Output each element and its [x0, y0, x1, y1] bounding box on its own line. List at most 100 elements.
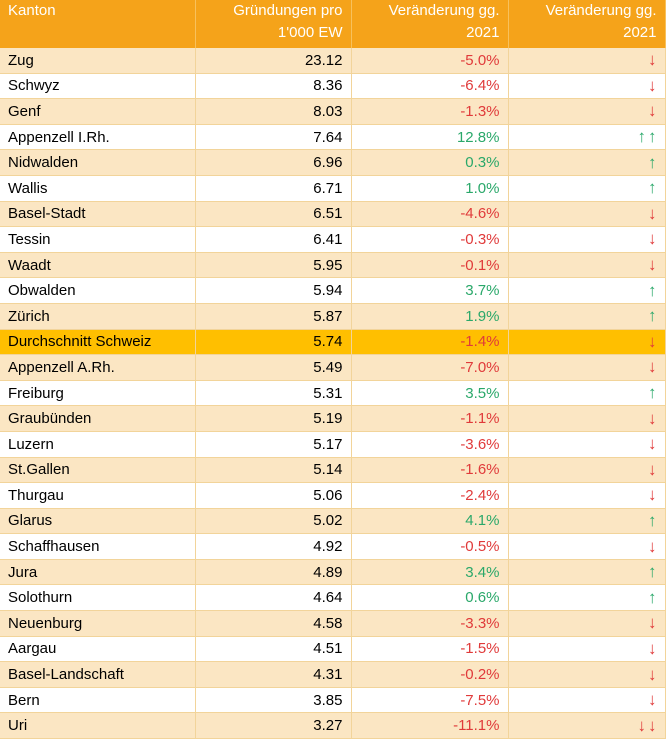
table-row: Zürich 5.87 1.9% ↑ [0, 303, 666, 330]
gruendungen-cell: 5.14 [195, 457, 352, 484]
header-veraenderung: Veränderung gg. 2021 [351, 0, 509, 48]
arrow-down-icon: ↓ [508, 98, 666, 125]
change-cell: -5.0% [351, 48, 509, 74]
kanton-cell: Zürich [0, 303, 196, 330]
table-row: Bern 3.85 -7.5% ↓ [0, 687, 666, 714]
gruendungen-cell: 4.64 [195, 584, 352, 612]
kanton-cell: Neuenburg [0, 610, 196, 637]
gruendungen-cell: 5.17 [195, 431, 352, 458]
change-cell: -11.1% [351, 712, 509, 740]
arrow-down-icon: ↓ [508, 661, 666, 688]
change-cell: -3.3% [351, 610, 509, 637]
arrow-up-icon: ↑ [508, 277, 666, 304]
arrow-up-icon: ↑ [508, 175, 666, 202]
gruendungen-cell: 8.03 [195, 98, 352, 125]
arrow-down-icon: ↓ [508, 457, 666, 484]
arrow-up-icon: ↑ [508, 380, 666, 407]
kanton-cell: Obwalden [0, 277, 196, 304]
gruendungen-cell: 4.89 [195, 559, 352, 586]
gruendungen-cell: 5.02 [195, 508, 352, 535]
kanton-cell: Solothurn [0, 584, 196, 612]
gruendungen-cell: 5.94 [195, 277, 352, 304]
kanton-cell: Tessin [0, 226, 196, 253]
kanton-cell: Aargau [0, 636, 196, 663]
table-row: Obwalden 5.94 3.7% ↑ [0, 277, 666, 304]
table-row: Waadt 5.95 -0.1% ↓ [0, 252, 666, 279]
change-cell: -1.3% [351, 98, 509, 125]
change-cell: -1.1% [351, 405, 509, 432]
arrow-up-icon: ↑↑ [508, 124, 666, 151]
gruendungen-cell: 6.71 [195, 175, 352, 202]
table-body: Zug 23.12 -5.0% ↓ Schwyz 8.36 -6.4% ↓ Genf 8.03 -1… [0, 48, 666, 740]
kanton-cell: Graubünden [0, 405, 196, 432]
kanton-cell: Wallis [0, 175, 196, 202]
kanton-cell: Schaffhausen [0, 533, 196, 560]
arrow-down-icon: ↓ [508, 354, 666, 381]
table-row: Neuenburg 4.58 -3.3% ↓ [0, 610, 666, 637]
arrow-down-icon: ↓ [508, 405, 666, 432]
kanton-cell: Jura [0, 559, 196, 586]
arrow-down-icon: ↓ [508, 431, 666, 458]
arrow-down-icon: ↓ [508, 73, 666, 100]
kanton-cell: Basel-Stadt [0, 201, 196, 228]
arrow-down-icon: ↓ [508, 687, 666, 714]
kanton-cell: Uri [0, 712, 196, 740]
table-row: Luzern 5.17 -3.6% ↓ [0, 431, 666, 458]
change-cell: -7.5% [351, 687, 509, 714]
table-row: Aargau 4.51 -1.5% ↓ [0, 636, 666, 663]
arrow-down-icon: ↓ [508, 610, 666, 637]
change-cell: 3.4% [351, 559, 509, 586]
header-kanton: Kanton [0, 0, 196, 48]
kanton-cell: Glarus [0, 508, 196, 535]
change-cell: -0.3% [351, 226, 509, 253]
kanton-cell: Waadt [0, 252, 196, 279]
kanton-cell: Bern [0, 687, 196, 714]
arrow-up-icon: ↑ [508, 303, 666, 330]
header-row: Kanton Gründungen pro 1'000 EW Veränderu… [0, 0, 666, 48]
kanton-cell: Appenzell I.Rh. [0, 124, 196, 151]
arrow-down-icon: ↓ [508, 482, 666, 509]
table-row: Schwyz 8.36 -6.4% ↓ [0, 73, 666, 100]
gruendungen-cell: 3.27 [195, 712, 352, 740]
average-row: Durchschnitt Schweiz 5.74 -1.4% ↓ [0, 329, 666, 356]
table-row: Jura 4.89 3.4% ↑ [0, 559, 666, 586]
change-cell: 4.1% [351, 508, 509, 535]
table-row: Appenzell I.Rh. 7.64 12.8% ↑↑ [0, 124, 666, 151]
table-row: Glarus 5.02 4.1% ↑ [0, 508, 666, 535]
gruendungen-cell: 8.36 [195, 73, 352, 100]
table-row: Graubünden 5.19 -1.1% ↓ [0, 405, 666, 432]
change-cell: -0.5% [351, 533, 509, 560]
arrow-down-icon: ↓ [508, 329, 666, 356]
gruendungen-cell: 6.96 [195, 149, 352, 176]
arrow-up-icon: ↑ [508, 559, 666, 586]
kanton-cell: Basel-Landschaft [0, 661, 196, 688]
table-row: Freiburg 5.31 3.5% ↑ [0, 380, 666, 407]
change-cell: -7.0% [351, 354, 509, 381]
gruendungen-cell: 6.51 [195, 201, 352, 228]
table-row: St.Gallen 5.14 -1.6% ↓ [0, 457, 666, 484]
table-row: Basel-Landschaft 4.31 -0.2% ↓ [0, 661, 666, 688]
arrow-down-icon: ↓ [508, 48, 666, 74]
table-row: Schaffhausen 4.92 -0.5% ↓ [0, 533, 666, 560]
arrow-down-icon: ↓ [508, 226, 666, 253]
change-cell: -1.5% [351, 636, 509, 663]
gruendungen-cell: 5.06 [195, 482, 352, 509]
table-row: Nidwalden 6.96 0.3% ↑ [0, 149, 666, 176]
kanton-cell: Nidwalden [0, 149, 196, 176]
gruendungen-cell: 4.58 [195, 610, 352, 637]
kanton-cell: Appenzell A.Rh. [0, 354, 196, 381]
kanton-cell: Zug [0, 48, 196, 74]
kanton-cell: St.Gallen [0, 457, 196, 484]
gruendungen-cell: 5.95 [195, 252, 352, 279]
arrow-down-icon: ↓ [508, 201, 666, 228]
header-gruendungen: Gründungen pro 1'000 EW [195, 0, 352, 48]
change-cell: -2.4% [351, 482, 509, 509]
gruendungen-cell: 7.64 [195, 124, 352, 151]
table-row: Thurgau 5.06 -2.4% ↓ [0, 482, 666, 509]
table-row: Appenzell A.Rh. 5.49 -7.0% ↓ [0, 354, 666, 381]
kanton-cell: Durchschnitt Schweiz [0, 329, 196, 356]
change-cell: -1.6% [351, 457, 509, 484]
gruendungen-cell: 23.12 [195, 48, 352, 74]
change-cell: 0.6% [351, 584, 509, 612]
